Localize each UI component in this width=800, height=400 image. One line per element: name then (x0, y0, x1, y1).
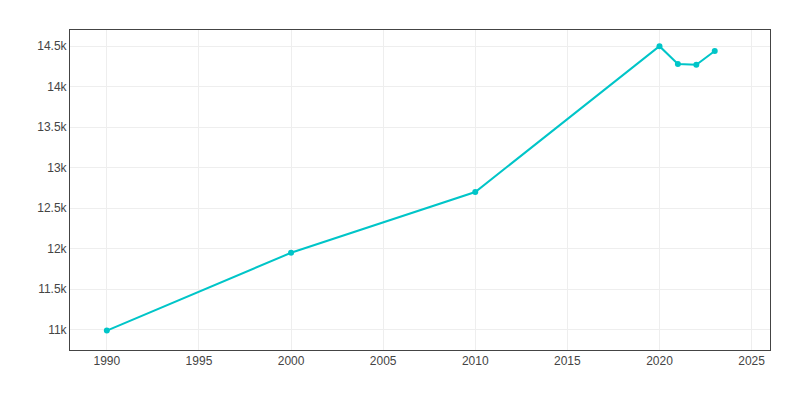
svg-text:13.5k: 13.5k (37, 120, 67, 134)
svg-text:12.5k: 12.5k (37, 201, 67, 215)
svg-text:14.5k: 14.5k (37, 39, 67, 53)
svg-text:1995: 1995 (186, 354, 213, 368)
svg-text:2015: 2015 (554, 354, 581, 368)
svg-text:2010: 2010 (462, 354, 489, 368)
svg-text:2005: 2005 (370, 354, 397, 368)
svg-text:12k: 12k (47, 242, 67, 256)
svg-text:2000: 2000 (278, 354, 305, 368)
svg-text:13k: 13k (47, 161, 67, 175)
svg-text:1990: 1990 (93, 354, 120, 368)
svg-text:2020: 2020 (646, 354, 673, 368)
svg-text:14k: 14k (47, 80, 67, 94)
svg-text:11k: 11k (48, 323, 67, 337)
svg-text:2025: 2025 (738, 354, 765, 368)
svg-text:11.5k: 11.5k (38, 282, 67, 296)
